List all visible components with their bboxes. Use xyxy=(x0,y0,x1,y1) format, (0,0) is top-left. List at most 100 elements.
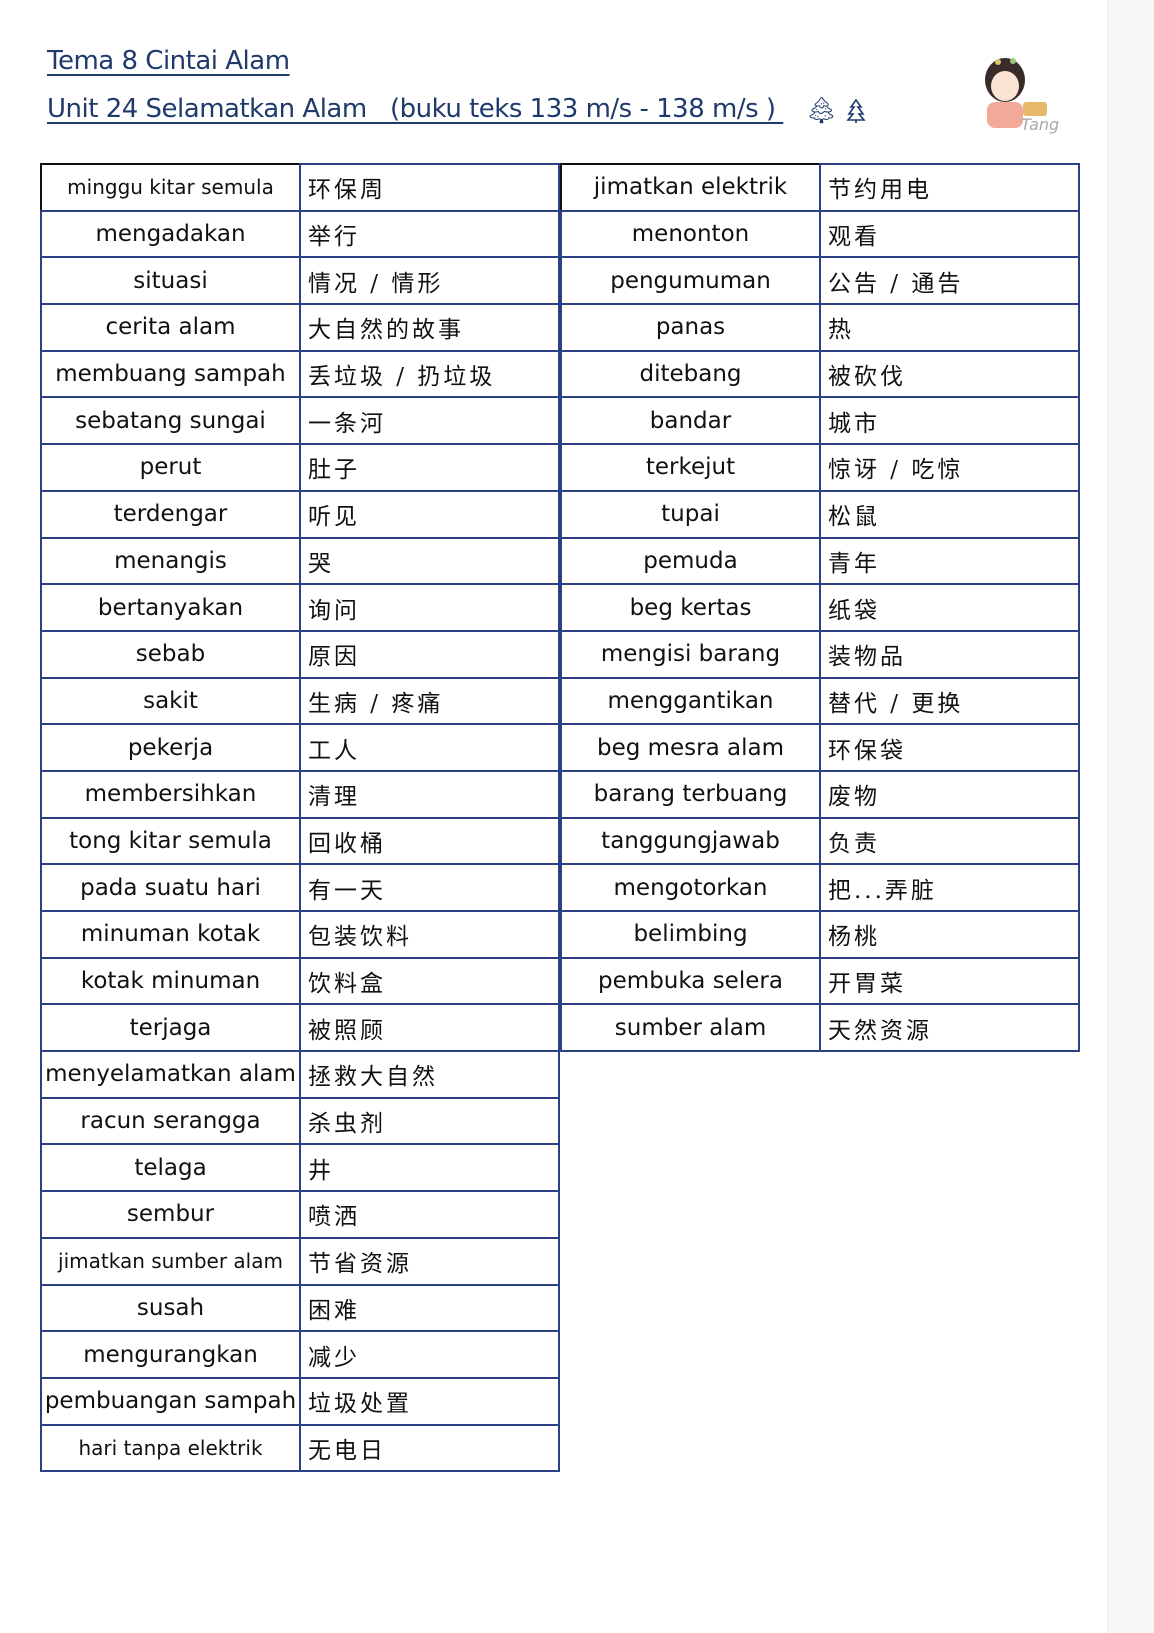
chinese-translation: 情况 / 情形 xyxy=(299,256,560,306)
malay-term: minuman kotak xyxy=(40,910,301,959)
malay-term: minggu kitar semula xyxy=(40,163,301,212)
malay-term: tanggungjawab xyxy=(560,816,821,866)
table-row: beg kertas 纸袋 xyxy=(560,583,1080,632)
table-row: pembuka selera 开胃菜 xyxy=(560,956,1080,1006)
table-row: mengotorkan 把...弄脏 xyxy=(560,863,1080,912)
malay-term: terdengar xyxy=(40,489,301,539)
malay-term: membersihkan xyxy=(40,769,301,819)
malay-term: racun serangga xyxy=(40,1096,301,1146)
table-row: pembuangan sampah 垃圾处置 xyxy=(40,1376,560,1426)
table-row: beg mesra alam 环保袋 xyxy=(560,723,1080,772)
chinese-translation: 大自然的故事 xyxy=(299,303,560,352)
malay-term: kotak minuman xyxy=(40,956,301,1006)
page-edge xyxy=(1107,0,1154,1633)
chinese-translation: 杨桃 xyxy=(819,910,1080,959)
malay-term: tong kitar semula xyxy=(40,816,301,866)
chinese-translation: 负责 xyxy=(819,816,1080,866)
chinese-translation: 垃圾处置 xyxy=(299,1376,560,1426)
table-row: minggu kitar semula 环保周 xyxy=(40,163,560,212)
malay-term: mengisi barang xyxy=(560,629,821,679)
malay-term: pemuda xyxy=(560,536,821,586)
chinese-translation: 环保周 xyxy=(299,163,560,212)
chinese-translation: 工人 xyxy=(299,723,560,772)
malay-term: bandar xyxy=(560,396,821,446)
table-row: terjaga 被照顾 xyxy=(40,1003,560,1053)
table-row: tupai 松鼠 xyxy=(560,489,1080,539)
page-title: Tema 8 Cintai Alam xyxy=(47,46,290,76)
malay-term: susah xyxy=(40,1283,301,1333)
chinese-translation: 生病 / 疼痛 xyxy=(299,676,560,726)
malay-term: menyelamatkan alam xyxy=(40,1050,301,1099)
chinese-translation: 询问 xyxy=(299,583,560,632)
malay-term: telaga xyxy=(40,1143,301,1193)
malay-term: sumber alam xyxy=(560,1003,821,1053)
table-row: menangis 哭 xyxy=(40,536,560,586)
logo: Tang xyxy=(985,58,1059,134)
chinese-translation: 热 xyxy=(819,303,1080,352)
table-row: pengumuman 公告 / 通告 xyxy=(560,256,1080,306)
chinese-translation: 丢垃圾 / 扔垃圾 xyxy=(299,349,560,399)
malay-term: tupai xyxy=(560,489,821,539)
table-row: panas 热 xyxy=(560,303,1080,352)
chinese-translation: 废物 xyxy=(819,769,1080,819)
malay-term: menangis xyxy=(40,536,301,586)
chinese-translation: 开胃菜 xyxy=(819,956,1080,1006)
table-row: bertanyakan 询问 xyxy=(40,583,560,632)
malay-term: sebatang sungai xyxy=(40,396,301,446)
malay-term: cerita alam xyxy=(40,303,301,352)
table-row: sumber alam 天然资源 xyxy=(560,1003,1080,1053)
malay-term: sebab xyxy=(40,629,301,679)
table-row: terkejut 惊讶 / 吃惊 xyxy=(560,443,1080,492)
table-row: cerita alam 大自然的故事 xyxy=(40,303,560,352)
table-row: mengisi barang 装物品 xyxy=(560,629,1080,679)
chinese-translation: 肚子 xyxy=(299,443,560,492)
table-row: kotak minuman 饮料盒 xyxy=(40,956,560,1006)
chinese-translation: 被砍伐 xyxy=(819,349,1080,399)
malay-term: membuang sampah xyxy=(40,349,301,399)
malay-term: pembuangan sampah xyxy=(40,1376,301,1426)
malay-term: perut xyxy=(40,443,301,492)
malay-term: ditebang xyxy=(560,349,821,399)
malay-term: mengadakan xyxy=(40,209,301,259)
chinese-translation: 减少 xyxy=(299,1330,560,1379)
table-row: menyelamatkan alam 拯救大自然 xyxy=(40,1050,560,1099)
table-row: sakit 生病 / 疼痛 xyxy=(40,676,560,726)
chinese-translation: 节省资源 xyxy=(299,1236,560,1286)
table-row: telaga 井 xyxy=(40,1143,560,1193)
table-row: menggantikan 替代 / 更换 xyxy=(560,676,1080,726)
chinese-translation: 包装饮料 xyxy=(299,910,560,959)
table-row: belimbing 杨桃 xyxy=(560,910,1080,959)
chinese-translation: 节约用电 xyxy=(819,163,1080,212)
chinese-translation: 城市 xyxy=(819,396,1080,446)
table-row: menonton 观看 xyxy=(560,209,1080,259)
table-row: tanggungjawab 负责 xyxy=(560,816,1080,866)
chinese-translation: 拯救大自然 xyxy=(299,1050,560,1099)
malay-term: pada suatu hari xyxy=(40,863,301,912)
malay-term: belimbing xyxy=(560,910,821,959)
malay-term: hari tanpa elektrik xyxy=(40,1423,301,1473)
chinese-translation: 有一天 xyxy=(299,863,560,912)
malay-term: sakit xyxy=(40,676,301,726)
table-row: bandar 城市 xyxy=(560,396,1080,446)
tree-outline-icon xyxy=(846,98,866,123)
malay-term: mengotorkan xyxy=(560,863,821,912)
malay-term: menggantikan xyxy=(560,676,821,726)
table-row: minuman kotak 包装饮料 xyxy=(40,910,560,959)
malay-term: jimatkan elektrik xyxy=(560,163,821,212)
table-row: tong kitar semula 回收桶 xyxy=(40,816,560,866)
chinese-translation: 喷洒 xyxy=(299,1190,560,1239)
chinese-translation: 杀虫剂 xyxy=(299,1096,560,1146)
malay-term: terkejut xyxy=(560,443,821,492)
table-row: barang terbuang 废物 xyxy=(560,769,1080,819)
table-row: pemuda 青年 xyxy=(560,536,1080,586)
chinese-translation: 回收桶 xyxy=(299,816,560,866)
chinese-translation: 原因 xyxy=(299,629,560,679)
page-subtitle: Unit 24 Selamatkan Alam (buku teks 133 m… xyxy=(47,94,784,124)
table-row: perut 肚子 xyxy=(40,443,560,492)
chinese-translation: 天然资源 xyxy=(819,1003,1080,1053)
chinese-translation: 松鼠 xyxy=(819,489,1080,539)
chinese-translation: 替代 / 更换 xyxy=(819,676,1080,726)
malay-term: mengurangkan xyxy=(40,1330,301,1379)
table-row: jimatkan elektrik 节约用电 xyxy=(560,163,1080,212)
malay-term: sembur xyxy=(40,1190,301,1239)
